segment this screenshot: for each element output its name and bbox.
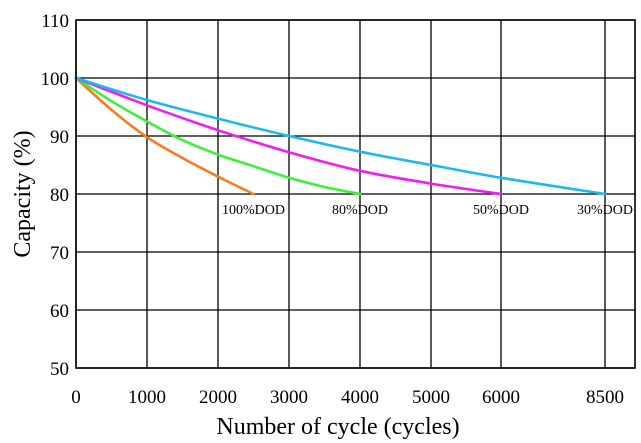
- x-tick-label: 2000: [199, 387, 237, 408]
- y-tick-label: 80: [50, 185, 69, 206]
- series-label-100-pct-dod: 100%DOD: [222, 203, 285, 218]
- series-label-80-pct-dod: 80%DOD: [332, 203, 388, 218]
- series-line-50-pct-dod: [74, 76, 503, 196]
- series-label-30-pct-dod: 30%DOD: [577, 203, 633, 218]
- y-tick-label: 70: [50, 243, 69, 264]
- x-tick-label: 6000: [482, 387, 520, 408]
- x-tick-label: 3000: [270, 387, 308, 408]
- x-axis-title: Number of cycle (cycles): [216, 414, 459, 440]
- series-line-80-pct-dod: [74, 76, 362, 196]
- y-tick-label: 90: [50, 127, 69, 148]
- x-tick-label: 1000: [128, 387, 166, 408]
- x-tick-label: 8500: [586, 387, 624, 408]
- plot-frame: [75, 19, 636, 369]
- tick-labels: 0 1000 2000 3000 4000 5000 6000 8500 50 60 70 80 90 1…: [41, 11, 625, 408]
- x-tick-label: 5000: [412, 387, 450, 408]
- x-tick-label: 0: [71, 387, 81, 408]
- y-tick-label: 110: [41, 11, 69, 32]
- y-tick-label: 50: [50, 359, 69, 380]
- series-line-30-pct-dod: [74, 76, 607, 196]
- series-label-50-pct-dod: 50%DOD: [473, 203, 529, 218]
- series-line-100-pct-dod: [74, 76, 255, 196]
- series-labels: 100%DOD 80%DOD 50%DOD 30%DOD: [222, 203, 633, 218]
- y-tick-label: 60: [50, 301, 69, 322]
- y-axis-title: Capacity (%): [10, 130, 36, 257]
- x-tick-label: 4000: [341, 387, 379, 408]
- y-tick-label: 100: [41, 69, 70, 90]
- series-lines: [74, 76, 607, 196]
